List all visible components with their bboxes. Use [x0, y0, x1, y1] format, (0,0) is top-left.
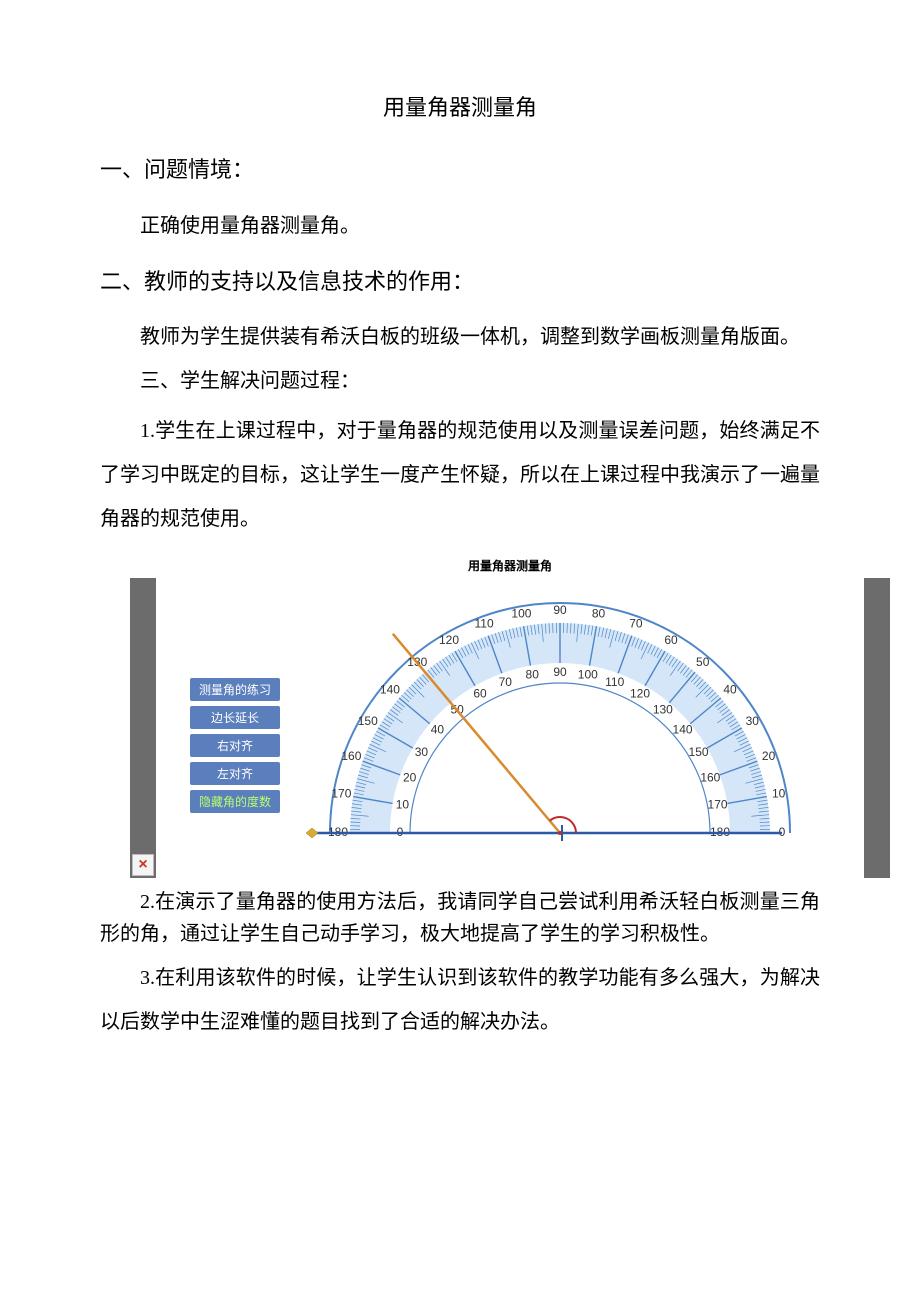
section-1-body: 正确使用量角器测量角。: [100, 204, 820, 248]
btn-extend-edge[interactable]: 边长延长: [190, 706, 280, 729]
svg-text:70: 70: [629, 617, 643, 631]
svg-text:100: 100: [511, 607, 531, 621]
svg-text:170: 170: [708, 798, 728, 812]
figure-right-bar: [864, 578, 890, 878]
svg-text:140: 140: [673, 723, 693, 737]
svg-text:40: 40: [431, 723, 445, 737]
svg-text:10: 10: [396, 798, 410, 812]
svg-text:170: 170: [331, 787, 351, 801]
section-2-body: 教师为学生提供装有希沃白板的班级一体机，调整到数学画板测量角版面。: [100, 315, 820, 359]
section-3-p3: 3.在利用该软件的时候，让学生认识到该软件的教学功能有多么强大，为解决以后数学中…: [100, 956, 820, 1044]
svg-text:80: 80: [526, 668, 540, 682]
svg-text:110: 110: [605, 675, 624, 689]
svg-text:120: 120: [630, 687, 650, 701]
svg-text:80: 80: [592, 607, 606, 621]
svg-text:60: 60: [473, 687, 487, 701]
svg-text:20: 20: [403, 771, 417, 785]
btn-align-right[interactable]: 右对齐: [190, 734, 280, 757]
btn-measure-practice[interactable]: 测量角的练习: [190, 678, 280, 701]
figure-title: 用量角器测量角: [130, 557, 890, 574]
svg-text:50: 50: [696, 655, 710, 669]
svg-text:90: 90: [553, 603, 567, 617]
tool-button-stack: 测量角的练习 边长延长 右对齐 左对齐 隐藏角的度数: [190, 678, 280, 813]
svg-text:120: 120: [439, 633, 459, 647]
svg-text:130: 130: [653, 703, 673, 717]
svg-text:160: 160: [700, 771, 720, 785]
svg-text:20: 20: [762, 749, 776, 763]
svg-text:30: 30: [746, 714, 760, 728]
svg-text:90: 90: [553, 665, 567, 679]
svg-text:100: 100: [578, 668, 598, 682]
section-1-heading: 一、问题情境：: [100, 150, 820, 190]
svg-text:150: 150: [689, 745, 709, 759]
close-button[interactable]: ×: [132, 854, 154, 876]
svg-text:40: 40: [723, 683, 737, 697]
svg-text:70: 70: [499, 675, 513, 689]
svg-text:140: 140: [380, 683, 400, 697]
protractor-svg: 0102030405060708090100110120130140150160…: [280, 578, 840, 878]
figure-body: × 测量角的练习 边长延长 右对齐 左对齐 隐藏角的度数 01020304050…: [130, 578, 890, 878]
svg-text:150: 150: [358, 714, 378, 728]
svg-text:10: 10: [772, 787, 786, 801]
svg-text:160: 160: [341, 749, 361, 763]
section-3-p2: 2.在演示了量角器的使用方法后，我请同学自己尝试利用希沃轻白板测量三角形的角，通…: [100, 886, 820, 950]
svg-text:110: 110: [475, 617, 494, 631]
svg-text:30: 30: [415, 745, 429, 759]
figure-left-bar: ×: [130, 578, 156, 878]
protractor-figure: 用量角器测量角 × 测量角的练习 边长延长 右对齐 左对齐 隐藏角的度数 010…: [130, 557, 890, 878]
section-3-p1: 1.学生在上课过程中，对于量角器的规范使用以及测量误差问题，始终满足不了学习中既…: [100, 409, 820, 541]
section-3-heading: 三、学生解决问题过程：: [100, 359, 820, 403]
btn-hide-degree[interactable]: 隐藏角的度数: [190, 790, 280, 813]
document-title: 用量角器测量角: [100, 90, 820, 122]
svg-text:60: 60: [664, 633, 678, 647]
btn-align-left[interactable]: 左对齐: [190, 762, 280, 785]
section-2-heading: 二、教师的支持以及信息技术的作用：: [100, 262, 820, 302]
